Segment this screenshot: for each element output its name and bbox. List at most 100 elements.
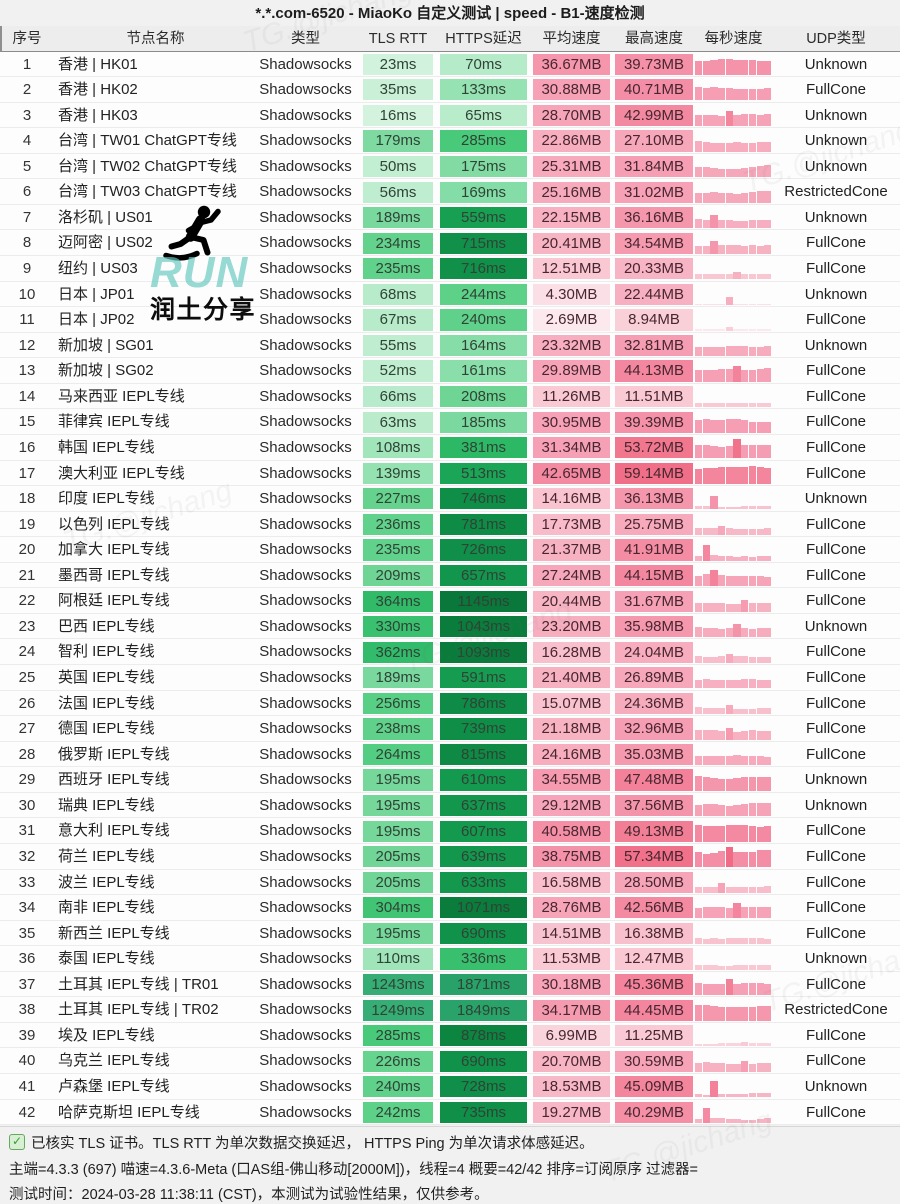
cell-max-speed: 39.39MB (615, 411, 693, 433)
cell-max-speed: 31.02MB (615, 181, 693, 203)
cell-udp-type: FullCone (805, 975, 867, 993)
cell-max-speed: 32.81MB (615, 334, 693, 357)
header-avg-speed: 平均速度 (542, 31, 601, 47)
table-row: 17 澳大利亚 IEPL专线 Shadowsocks 139ms 513ms 42.65M… (0, 461, 900, 487)
cell-max-speed: 35.98MB (615, 616, 693, 638)
cell-https-delay: 735ms (440, 1101, 527, 1123)
per-second-bars (695, 258, 772, 280)
cell-https-delay: 185ms (440, 411, 527, 433)
cell-max-speed: 45.09MB (615, 1076, 693, 1098)
cell-https-delay: 815ms (440, 743, 527, 766)
cell-max-speed: 41.91MB (615, 539, 693, 561)
table-row: 3 香港 | HK03 Shadowsocks 16ms 65ms 28.70MB 42.9… (0, 103, 900, 129)
table-row: 4 台湾 | TW01 ChatGPT专线 Shadowsocks 179ms 285m… (0, 128, 900, 154)
cell-node-name: 阿根廷 IEPL专线 (58, 592, 170, 610)
cell-max-speed: 30.59MB (615, 1050, 693, 1072)
cell-max-speed: 8.94MB (615, 309, 693, 331)
cell-tls-rtt: 35ms (363, 79, 433, 101)
cell-index: 26 (18, 694, 36, 712)
cell-node-name: 新西兰 IEPL专线 (58, 924, 170, 942)
cell-node-name: 加拿大 IEPL专线 (58, 541, 170, 559)
cell-udp-type: Unknown (804, 771, 868, 789)
cell-udp-type: FullCone (805, 745, 867, 763)
cell-udp-type: Unknown (804, 950, 868, 968)
cell-type: Shadowsocks (259, 81, 352, 99)
cell-tls-rtt: 189ms (363, 667, 433, 689)
cell-tls-rtt: 195ms (363, 769, 433, 791)
cell-udp-type: FullCone (805, 311, 867, 329)
cell-tls-rtt: 242ms (363, 1101, 433, 1123)
cell-https-delay: 610ms (440, 769, 527, 791)
cell-node-name: 智利 IEPL专线 (58, 643, 155, 661)
cell-avg-speed: 25.31MB (533, 155, 610, 178)
cell-index: 9 (22, 260, 32, 277)
cell-type: Shadowsocks (259, 617, 352, 635)
cell-tls-rtt: 67ms (363, 309, 433, 331)
header-index: 序号 (12, 31, 42, 47)
cell-node-name: 印度 IEPL专线 (58, 490, 155, 508)
cell-https-delay: 70ms (440, 53, 527, 75)
per-second-bars (695, 539, 772, 561)
cell-type: Shadowsocks (259, 745, 352, 763)
cell-tls-rtt: 16ms (363, 104, 433, 126)
cell-node-name: 荷兰 IEPL专线 (58, 847, 155, 865)
cell-node-name: 日本 | JP01 (58, 285, 135, 303)
cell-node-name: 卢森堡 IEPL专线 (58, 1078, 170, 1095)
cell-https-delay: 381ms (440, 437, 527, 459)
cell-node-name: 俄罗斯 IEPL专线 (58, 745, 170, 763)
cell-udp-type: Unknown (804, 157, 868, 175)
cell-type: Shadowsocks (259, 413, 352, 431)
cell-tls-rtt: 304ms (363, 897, 433, 919)
cell-udp-type: Unknown (804, 55, 868, 73)
table-row: 21 墨西哥 IEPL专线 Shadowsocks 209ms 657ms 27.24MB… (0, 563, 900, 589)
per-second-bars (695, 130, 772, 152)
cell-type: Shadowsocks (259, 132, 352, 150)
table-row: 15 菲律宾 IEPL专线 Shadowsocks 63ms 185ms 30.95MB 3… (0, 409, 900, 435)
footer-note-tls-text: 已核实 TLS 证书。TLS RTT 为单次数据交换延迟， HTTPS Ping… (31, 1135, 594, 1152)
cell-node-name: 香港 | HK01 (58, 55, 138, 73)
table-row: 24 智利 IEPL专线 Shadowsocks 362ms 1093ms 16.28MB… (0, 639, 900, 665)
cell-https-delay: 637ms (440, 795, 527, 817)
table-row: 1 香港 | HK01 Shadowsocks 23ms 70ms 36.67MB 39.7… (0, 52, 900, 78)
cell-max-speed: 45.36MB (615, 973, 693, 996)
cell-tls-rtt: 240ms (363, 1076, 433, 1098)
cell-udp-type: FullCone (805, 669, 867, 686)
cell-node-name: 纽约 | US03 (58, 260, 138, 277)
cell-avg-speed: 4.30MB (533, 283, 610, 305)
per-second-bars (695, 846, 772, 868)
cell-tls-rtt: 55ms (363, 334, 433, 357)
cell-max-speed: 32.96MB (615, 718, 693, 740)
cell-https-delay: 715ms (440, 232, 527, 254)
per-second-bars (695, 872, 772, 893)
cell-node-name: 瑞典 IEPL专线 (58, 796, 155, 814)
cell-max-speed: 22.44MB (615, 283, 693, 305)
cell-avg-speed: 24.16MB (533, 743, 610, 766)
cell-node-name: 意大利 IEPL专线 (58, 822, 170, 840)
cell-udp-type: Unknown (804, 796, 868, 814)
cell-type: Shadowsocks (259, 55, 352, 73)
table-row: 35 新西兰 IEPL专线 Shadowsocks 195ms 690ms 14.51MB… (0, 921, 900, 947)
cell-udp-type: FullCone (805, 1052, 867, 1070)
table-row: 10 日本 | JP01 Shadowsocks 68ms 244ms 4.30MB 22.… (0, 282, 900, 308)
cell-max-speed: 57.34MB (615, 846, 693, 868)
cell-index: 29 (18, 771, 36, 789)
table-row: 29 西班牙 IEPL专线 Shadowsocks 195ms 610ms 34.55MB… (0, 767, 900, 793)
cell-udp-type: FullCone (805, 260, 867, 277)
table-row: 39 埃及 IEPL专线 Shadowsocks 285ms 878ms 6.99MB 11… (0, 1023, 900, 1049)
cell-https-delay: 240ms (440, 309, 527, 331)
cell-udp-type: FullCone (805, 899, 867, 917)
cell-udp-type: FullCone (805, 566, 867, 584)
cell-max-speed: 24.04MB (615, 641, 693, 663)
cell-index: 21 (18, 566, 36, 584)
cell-tls-rtt: 238ms (363, 718, 433, 740)
cell-node-name: 乌克兰 IEPL专线 (58, 1052, 170, 1070)
cell-https-delay: 285ms (440, 130, 527, 152)
cell-udp-type: Unknown (804, 336, 868, 354)
cell-https-delay: 716ms (440, 258, 527, 280)
cell-index: 10 (18, 285, 36, 303)
cell-avg-speed: 38.75MB (533, 846, 610, 868)
cell-max-speed: 26.89MB (615, 667, 693, 689)
header-type: 类型 (291, 31, 320, 47)
cell-type: Shadowsocks (259, 438, 352, 456)
cell-avg-speed: 11.26MB (533, 386, 610, 408)
